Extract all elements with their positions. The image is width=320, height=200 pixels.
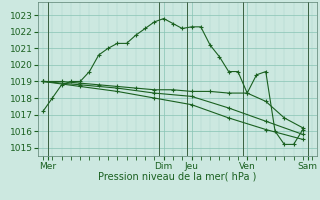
X-axis label: Pression niveau de la mer( hPa ): Pression niveau de la mer( hPa )	[99, 172, 257, 182]
